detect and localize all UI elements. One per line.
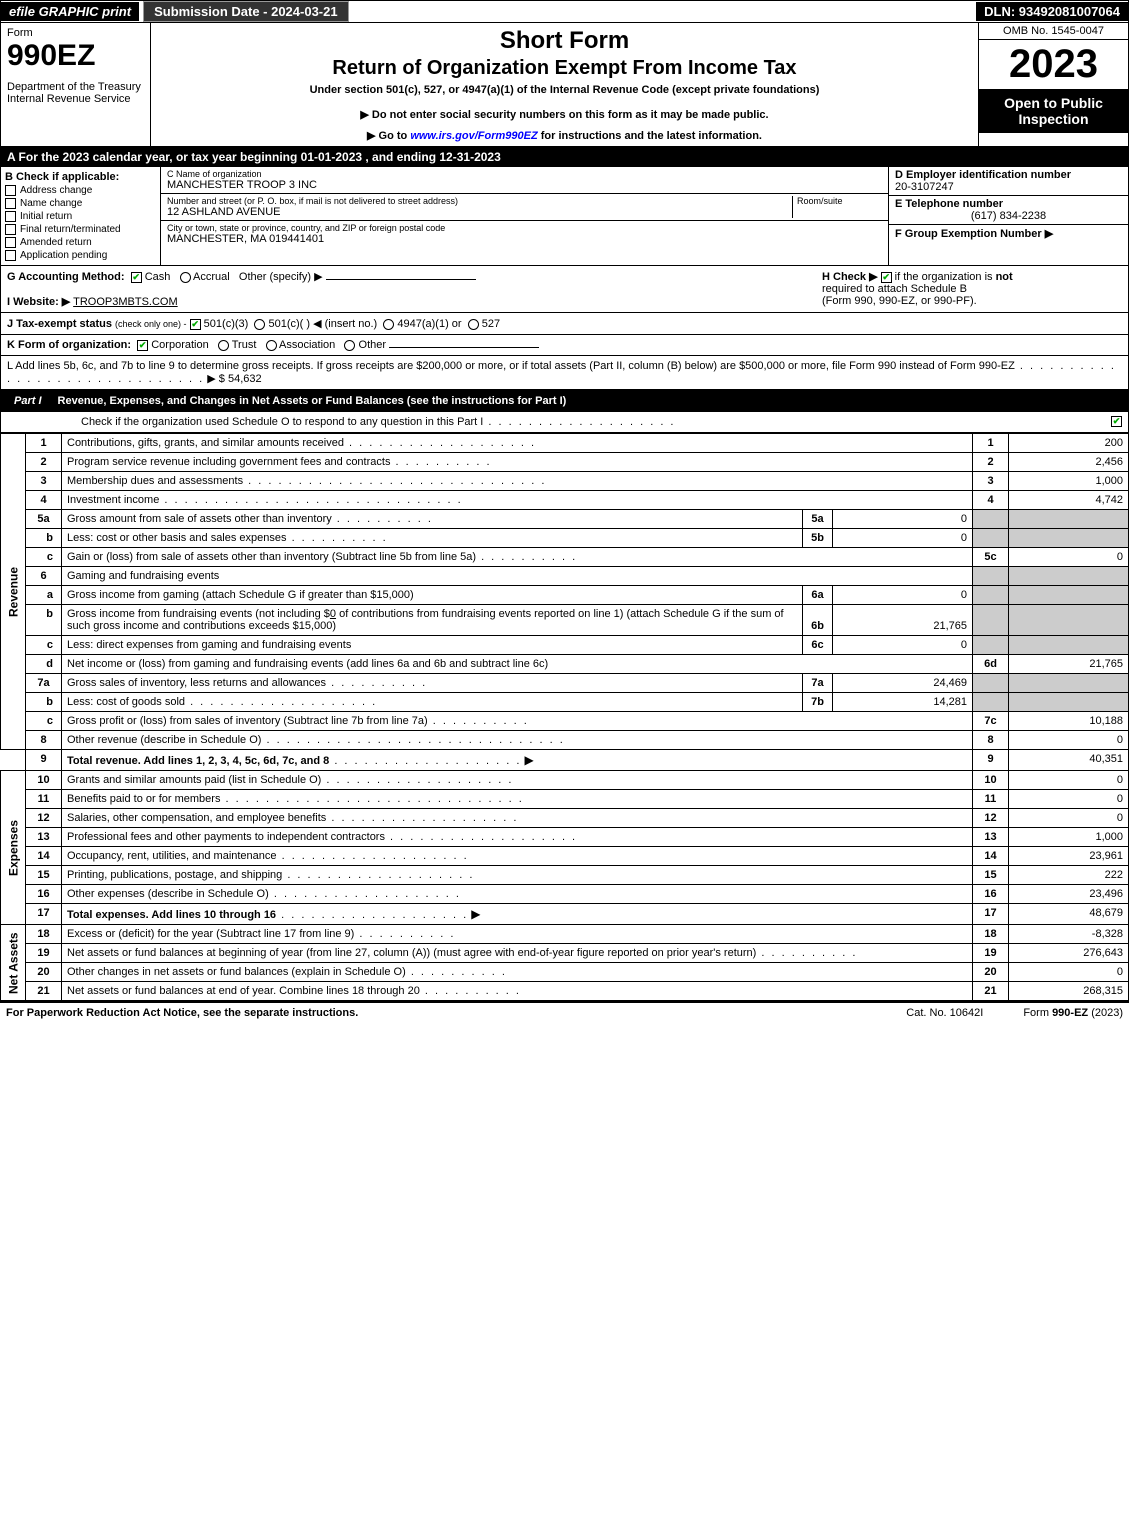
open-to-public: Open to Public Inspection [979, 89, 1128, 133]
line-6a-val: 0 [833, 586, 973, 605]
section-a: A For the 2023 calendar year, or tax yea… [0, 147, 1129, 167]
form-header: Form 990EZ Department of the Treasury In… [0, 23, 1129, 147]
paperwork-notice: For Paperwork Reduction Act Notice, see … [6, 1007, 866, 1019]
checkbox-address-change[interactable] [5, 185, 16, 196]
form-ref: Form 990-EZ (2023) [1023, 1007, 1123, 1019]
line-2-val: 2,456 [1009, 453, 1129, 472]
line-3-val: 1,000 [1009, 472, 1129, 491]
radio-527[interactable] [468, 319, 479, 330]
telephone: (617) 834-2238 [895, 210, 1122, 222]
form-number: 990EZ [7, 39, 144, 73]
street-address: 12 ASHLAND AVENUE [167, 206, 792, 218]
city-state-zip: MANCHESTER, MA 019441401 [167, 233, 882, 245]
section-b: B Check if applicable: Address change Na… [1, 167, 161, 265]
irs-link[interactable]: www.irs.gov/Form990EZ [410, 130, 537, 142]
radio-trust[interactable] [218, 340, 229, 351]
group-exemption: F Group Exemption Number ▶ [895, 227, 1122, 240]
line-9-val: 40,351 [1009, 750, 1129, 771]
department: Department of the Treasury Internal Reve… [7, 81, 144, 105]
checkbox-final-return[interactable] [5, 224, 16, 235]
radio-association[interactable] [266, 340, 277, 351]
line-6d-val: 21,765 [1009, 655, 1129, 674]
dln: DLN: 93492081007064 [976, 2, 1128, 21]
line-18-val: -8,328 [1009, 925, 1129, 944]
line-8-val: 0 [1009, 731, 1129, 750]
radio-other-org[interactable] [344, 340, 355, 351]
checkbox-amended[interactable] [5, 237, 16, 248]
return-title: Return of Organization Exempt From Incom… [159, 57, 970, 80]
efile-label[interactable]: efile GRAPHIC print [1, 2, 139, 21]
line-17-val: 48,679 [1009, 904, 1129, 925]
line-14-val: 23,961 [1009, 847, 1129, 866]
catalog-number: Cat. No. 10642I [906, 1007, 983, 1019]
checkbox-initial-return[interactable] [5, 211, 16, 222]
line-6c-val: 0 [833, 636, 973, 655]
row-k: K Form of organization: ✔ Corporation Tr… [0, 335, 1129, 356]
line-5c-val: 0 [1009, 548, 1129, 567]
row-g-h: G Accounting Method: ✔ Cash Accrual Othe… [0, 266, 1129, 313]
line-7a-val: 24,469 [833, 674, 973, 693]
tax-year: 2023 [979, 40, 1128, 89]
line-21-val: 268,315 [1009, 982, 1129, 1001]
form-word: Form [7, 27, 144, 39]
expenses-side-label: Expenses [1, 771, 26, 925]
under-section: Under section 501(c), 527, or 4947(a)(1)… [159, 84, 970, 96]
lines-table: Revenue 1Contributions, gifts, grants, a… [0, 433, 1129, 1001]
line-4-val: 4,742 [1009, 491, 1129, 510]
omb-number: OMB No. 1545-0047 [979, 23, 1128, 40]
checkbox-501c3[interactable]: ✔ [190, 319, 201, 330]
line-10-val: 0 [1009, 771, 1129, 790]
net-assets-side-label: Net Assets [1, 925, 26, 1001]
org-name: MANCHESTER TROOP 3 INC [167, 179, 882, 191]
row-l: L Add lines 5b, 6c, and 7b to line 9 to … [0, 356, 1129, 390]
line-15-val: 222 [1009, 866, 1129, 885]
checkbox-cash[interactable]: ✔ [131, 272, 142, 283]
section-c: C Name of organization MANCHESTER TROOP … [161, 167, 888, 265]
do-not-enter: ▶ Do not enter social security numbers o… [159, 108, 970, 121]
footer: For Paperwork Reduction Act Notice, see … [0, 1001, 1129, 1023]
section-def: D Employer identification number 20-3107… [888, 167, 1128, 265]
line-5a-val: 0 [833, 510, 973, 529]
gross-receipts: ▶ $ 54,632 [207, 373, 261, 385]
part-1-header: Part I Revenue, Expenses, and Changes in… [0, 390, 1129, 412]
header-grid: B Check if applicable: Address change Na… [0, 167, 1129, 266]
line-7c-val: 10,188 [1009, 712, 1129, 731]
line-11-val: 0 [1009, 790, 1129, 809]
checkbox-application-pending[interactable] [5, 250, 16, 261]
checkbox-name-change[interactable] [5, 198, 16, 209]
row-j: J Tax-exempt status (check only one) - ✔… [0, 313, 1129, 335]
line-12-val: 0 [1009, 809, 1129, 828]
line-13-val: 1,000 [1009, 828, 1129, 847]
goto-link-row: ▶ Go to www.irs.gov/Form990EZ for instru… [159, 129, 970, 142]
radio-accrual[interactable] [180, 272, 191, 283]
short-form-title: Short Form [159, 27, 970, 55]
part-1-subheader: Check if the organization used Schedule … [0, 412, 1129, 433]
line-1-val: 200 [1009, 434, 1129, 453]
revenue-side-label: Revenue [1, 434, 26, 750]
submission-date: Submission Date - 2024-03-21 [143, 1, 349, 22]
ein: 20-3107247 [895, 181, 1122, 193]
line-16-val: 23,496 [1009, 885, 1129, 904]
line-5b-val: 0 [833, 529, 973, 548]
line-7b-val: 14,281 [833, 693, 973, 712]
line-19-val: 276,643 [1009, 944, 1129, 963]
radio-501c[interactable] [254, 319, 265, 330]
checkbox-schedule-o[interactable]: ✔ [1111, 416, 1122, 427]
line-20-val: 0 [1009, 963, 1129, 982]
checkbox-schedule-b[interactable]: ✔ [881, 272, 892, 283]
radio-4947[interactable] [383, 319, 394, 330]
line-6b-val: 21,765 [833, 605, 973, 636]
section-h: H Check ▶ ✔ if the organization is not r… [822, 270, 1122, 308]
website: TROOP3MBTS.COM [73, 296, 178, 308]
top-bar: efile GRAPHIC print Submission Date - 20… [0, 0, 1129, 23]
checkbox-corporation[interactable]: ✔ [137, 340, 148, 351]
